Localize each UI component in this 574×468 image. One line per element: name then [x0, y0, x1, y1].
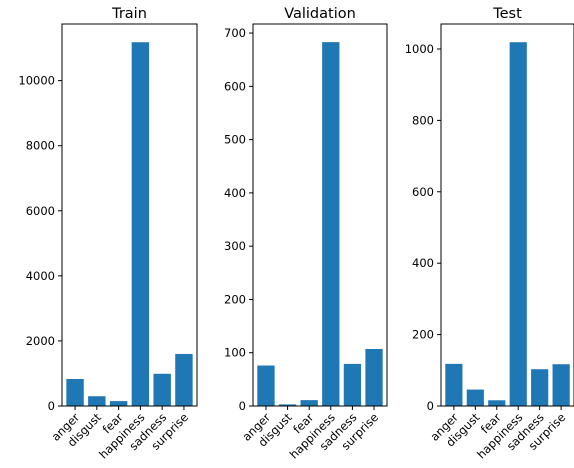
- validation-y-tick-label: 500: [224, 133, 246, 147]
- train-y-tick-label: 6000: [26, 204, 55, 218]
- validation-y-tick-label: 300: [224, 239, 246, 253]
- validation-bar-surprise: [365, 348, 383, 406]
- train-panel: 0200040006000800010000angerdisgustfearha…: [18, 6, 198, 461]
- train-bar-happiness: [131, 42, 150, 406]
- train-y-tick-label: 2000: [26, 334, 55, 348]
- validation-y-tick-label: 100: [224, 346, 246, 360]
- test-y-tick-label: 1000: [405, 42, 434, 56]
- test-axes-frame: [440, 23, 574, 407]
- test-bar-surprise: [552, 364, 570, 406]
- validation-panel: 0100200300400500600700angerdisgustfearha…: [224, 6, 388, 461]
- validation-panel-title: Validation: [284, 6, 356, 22]
- validation-y-tick-label: 400: [224, 186, 246, 200]
- test-bar-happiness: [509, 42, 527, 407]
- test-y-tick-label: 800: [412, 113, 434, 127]
- validation-y-tick-label: 700: [224, 26, 246, 40]
- test-panel-title: Test: [492, 6, 522, 22]
- train-bar-anger: [66, 378, 84, 406]
- validation-bar-disgust: [278, 404, 297, 406]
- train-bar-disgust: [88, 396, 106, 406]
- test-y-tick-label: 600: [412, 185, 434, 199]
- train-bar-surprise: [175, 353, 193, 406]
- train-bar-fear: [109, 401, 128, 406]
- train-y-tick-label: 8000: [26, 139, 55, 153]
- test-bar-anger: [445, 363, 463, 406]
- validation-bar-fear: [300, 400, 318, 406]
- validation-bar-anger: [257, 365, 275, 406]
- test-bar-disgust: [466, 389, 484, 406]
- train-y-tick-label: 0: [48, 399, 55, 413]
- validation-bar-sadness: [343, 363, 362, 406]
- test-bar-sadness: [531, 369, 549, 406]
- train-bar-sadness: [153, 373, 171, 406]
- validation-bar-happiness: [322, 42, 340, 407]
- train-y-tick-label: 10000: [18, 74, 55, 88]
- validation-axes-frame: [252, 23, 388, 407]
- validation-y-tick-label: 0: [239, 399, 246, 413]
- test-y-tick-label: 200: [412, 328, 434, 342]
- train-axes-frame: [61, 23, 198, 407]
- test-panel: 02004006008001000angerdisgustfearhappine…: [405, 6, 574, 461]
- validation-y-tick-label: 600: [224, 79, 246, 93]
- test-y-tick-label: 400: [412, 256, 434, 270]
- test-y-tick-label: 0: [427, 399, 434, 413]
- test-bar-fear: [488, 400, 506, 406]
- train-panel-title: Train: [111, 6, 147, 22]
- train-y-tick-label: 4000: [26, 269, 55, 283]
- validation-y-tick-label: 200: [224, 292, 246, 306]
